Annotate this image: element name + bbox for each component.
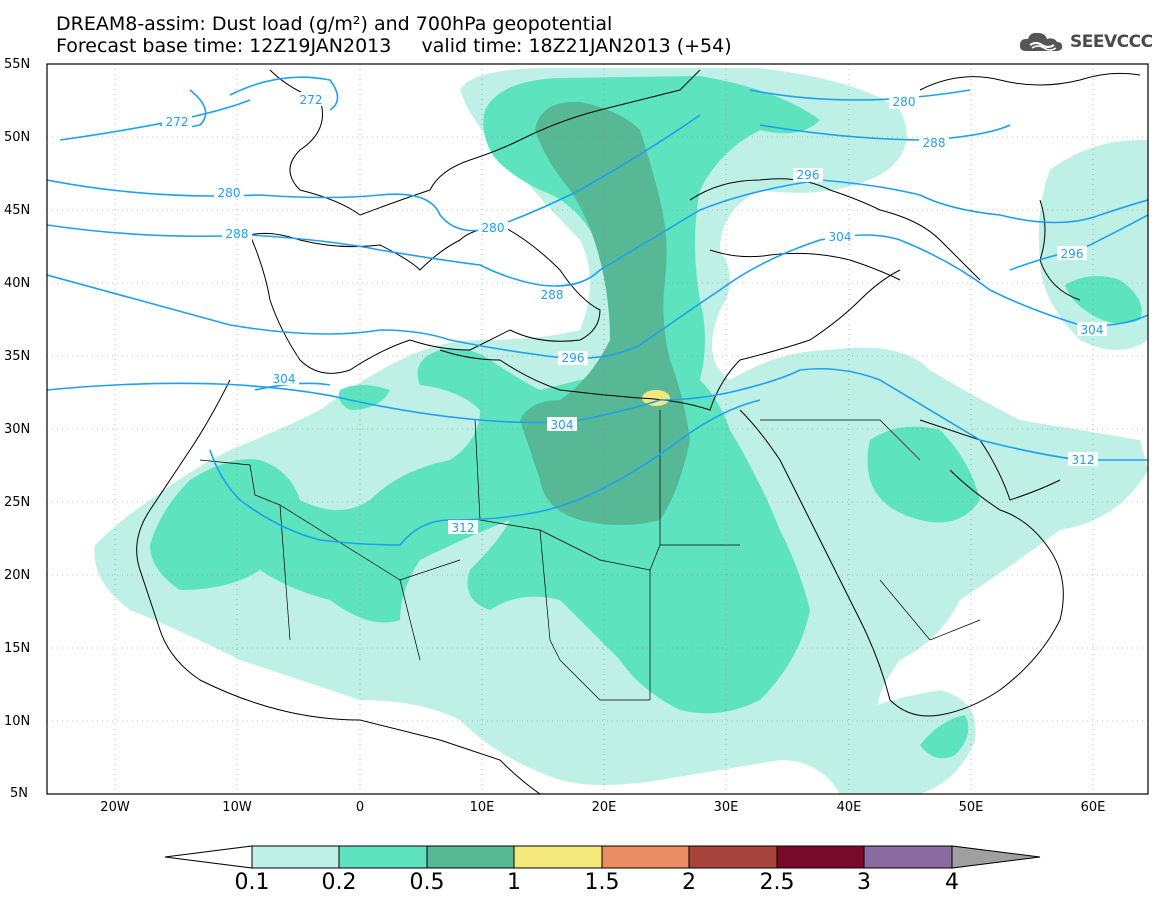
lon-label: 50E [958, 800, 984, 815]
colorbar-label: 0.1 [234, 870, 270, 895]
contour-label: 304 [273, 372, 296, 386]
lon-label: 0 [355, 800, 365, 815]
colorbar-arrow-right [951, 845, 1041, 869]
colorbar-bin [513, 845, 603, 869]
lon-label: 10W [222, 800, 252, 815]
contour-label: 304 [1081, 323, 1104, 337]
cloud-logo-icon [1019, 32, 1063, 51]
colorbar-bin [338, 845, 428, 869]
seevccc-logo: SEEVCCC [1018, 27, 1153, 57]
map-gridlines [47, 64, 1148, 794]
colorbar-bin [688, 845, 778, 869]
lat-label: 55N [4, 57, 31, 72]
colorbar-bin [601, 845, 690, 869]
lon-label: 30E [713, 800, 739, 815]
contour-label: 296 [1061, 247, 1084, 261]
lon-label: 10E [469, 800, 495, 815]
colorbar-label: 4 [945, 870, 959, 895]
colorbar-label: 0.2 [321, 870, 357, 895]
contour-label: 272 [300, 93, 323, 107]
contour-label: 312 [1072, 453, 1095, 467]
lon-label: 20W [100, 800, 130, 815]
contour-label: 280 [893, 95, 916, 109]
colorbar-arrow-left [164, 845, 253, 869]
lat-label: 20N [4, 568, 31, 583]
lat-label: 35N [4, 349, 31, 364]
contour-label: 296 [562, 351, 585, 365]
contour-label: 304 [551, 418, 574, 432]
colorbar-bin [426, 845, 515, 869]
contour-label: 272 [166, 115, 189, 129]
colorbar-label: 3 [857, 870, 871, 895]
lat-label: 30N [4, 422, 31, 437]
colorbar-label: 1.5 [584, 870, 620, 895]
contour-label: 280 [482, 221, 505, 235]
lon-label: 20E [591, 800, 617, 815]
contour-label: 280 [218, 186, 241, 200]
lat-label: 15N [4, 641, 31, 656]
lat-label: 10N [4, 714, 31, 729]
lon-label: 60E [1080, 800, 1106, 815]
chart-title-line-2: Forecast base time: 12Z19JAN2013 valid t… [56, 35, 732, 57]
lat-label: 5N [10, 786, 28, 801]
lat-label: 25N [4, 495, 31, 510]
colorbar-label: 2.5 [759, 870, 795, 895]
lat-label: 50N [4, 130, 31, 145]
lat-label: 45N [4, 203, 31, 218]
colorbar-label: 2 [682, 870, 696, 895]
lat-label: 40N [4, 276, 31, 291]
colorbar-label: 1 [507, 870, 521, 895]
contour-label: 288 [923, 136, 946, 150]
contour-label: 288 [541, 288, 564, 302]
colorbar-bin [863, 845, 953, 869]
contour-label: 312 [452, 521, 475, 535]
colorbar-label: 0.5 [409, 870, 445, 895]
lon-label: 40E [836, 800, 862, 815]
contour-label: 296 [797, 168, 820, 182]
colorbar-bin [251, 845, 340, 869]
contour-label: 304 [829, 230, 852, 244]
colorbar-bin [776, 845, 865, 869]
map-frame [46, 63, 1149, 795]
chart-title-line-1: DREAM8-assim: Dust load (g/m²) and 700hP… [56, 13, 613, 35]
logo-text: SEEVCCC [1070, 32, 1153, 52]
colorbar [164, 845, 1041, 869]
contour-labels: 272 272 280 280 280 288 288 288 296 296 … [162, 92, 1107, 535]
dust-layer-yellow [642, 390, 670, 406]
